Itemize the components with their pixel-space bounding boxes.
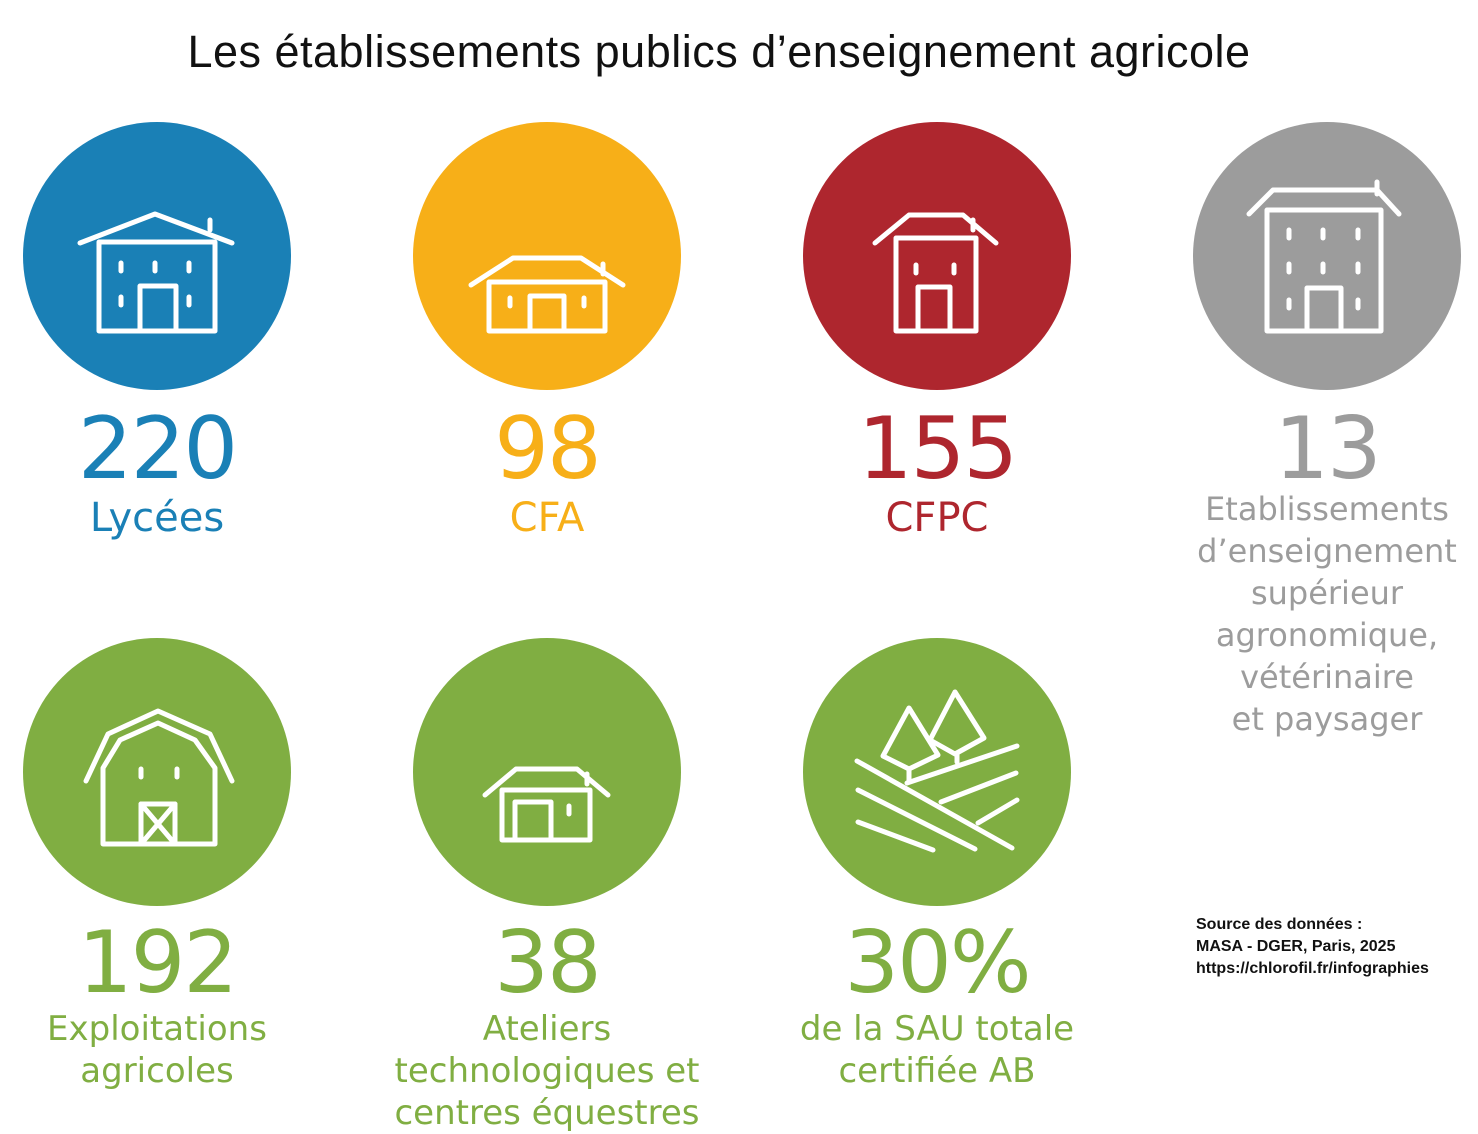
stat-enseignement-superieur: 13 Etablissements d’enseignement supérie… — [1137, 122, 1478, 740]
page-title: Les établissements publics d’enseignemen… — [187, 26, 1251, 77]
fields-trees-icon — [803, 638, 1071, 906]
stat-number: 38 — [494, 913, 601, 1013]
stat-label: Lycées — [89, 495, 225, 541]
stat-number: 192 — [77, 913, 238, 1013]
source-publisher: MASA - DGER, Paris, 2025 — [1196, 938, 1396, 955]
tall-building-icon — [1193, 122, 1461, 390]
stat-label: Etablissements d’enseignement supérieur … — [1197, 490, 1457, 738]
stat-ateliers: 38 Ateliers technologiques et centres éq… — [357, 638, 737, 1134]
stat-number: 13 — [1274, 399, 1381, 499]
stat-label: CFA — [509, 495, 585, 541]
source-heading: Source des données : — [1196, 916, 1363, 933]
stat-label: Ateliers technologiques et centres éques… — [394, 1009, 700, 1133]
workshop-icon — [413, 638, 681, 906]
small-building-icon — [803, 122, 1071, 390]
stat-label: Exploitations agricoles — [47, 1009, 267, 1091]
stat-exploitations: 192 Exploitations agricoles — [0, 638, 347, 1092]
stat-number: 220 — [77, 399, 238, 499]
source-url[interactable]: https://chlorofil.fr/infographies — [1196, 960, 1429, 977]
stat-number: 98 — [494, 399, 601, 499]
school-building-icon — [23, 122, 291, 390]
source-note: Source des données : MASA - DGER, Paris,… — [1196, 914, 1429, 980]
stat-cfpc: 155 CFPC — [747, 122, 1127, 542]
stat-number: 155 — [857, 399, 1018, 499]
stat-label: CFPC — [885, 495, 989, 541]
stat-label: de la SAU totale certifiée AB — [799, 1009, 1075, 1091]
stat-cfa: 98 CFA — [357, 122, 737, 542]
stat-lycees: 220 Lycées — [0, 122, 347, 542]
stat-number: 30% — [844, 913, 1031, 1013]
barn-icon — [23, 638, 291, 906]
low-building-icon — [413, 122, 681, 390]
stat-sau-bio: 30% de la SAU totale certifiée AB — [747, 638, 1127, 1092]
